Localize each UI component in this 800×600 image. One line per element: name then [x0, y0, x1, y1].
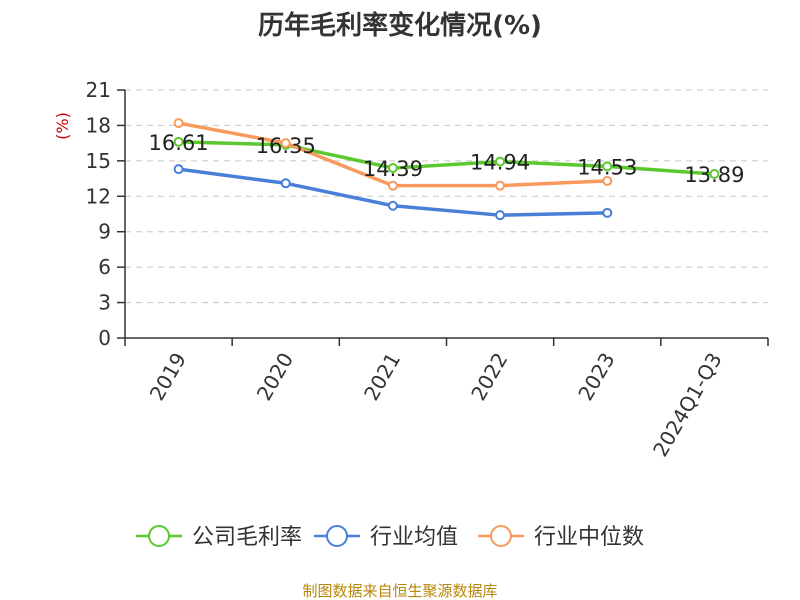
x-tick-label: 2021 [359, 349, 405, 405]
data-point [495, 210, 506, 221]
data-label: 14.94 [470, 151, 530, 175]
data-label: 16.61 [149, 131, 209, 155]
data-point [280, 138, 291, 149]
data-point [173, 118, 184, 129]
data-point [173, 136, 184, 147]
x-tick-label: 2019 [145, 349, 191, 405]
legend-marker [490, 525, 512, 547]
y-axis-unit-label: (%) [53, 112, 72, 140]
legend: 公司毛利率 行业均值 行业中位数 [136, 525, 644, 550]
gridlines [125, 89, 768, 304]
series-line [178, 140, 715, 176]
data-point [709, 168, 720, 179]
data-labels: 16.61 16.35 14.39 14.94 14.53 13.89 [149, 131, 745, 187]
data-point [173, 164, 184, 175]
data-point [387, 200, 398, 211]
y-tick-label: 18 [86, 113, 111, 137]
series-lines [173, 118, 720, 221]
legend-marker [326, 525, 348, 547]
y-tick-label: 15 [86, 149, 111, 173]
x-tick-label: 2020 [252, 349, 298, 405]
data-label: 14.53 [577, 155, 637, 179]
data-point [280, 178, 291, 189]
y-tick-label: 12 [86, 184, 111, 208]
data-label: 14.39 [363, 157, 423, 181]
y-tick-label: 3 [98, 291, 111, 315]
legend-label: 公司毛利率 [192, 525, 302, 550]
x-tick-label: 2022 [466, 349, 512, 405]
data-point [387, 163, 398, 174]
legend-label: 行业均值 [370, 525, 458, 550]
chart-title: 历年毛利率变化情况(%) [258, 10, 542, 41]
x-tick-label: 2024Q1-Q3 [648, 349, 727, 461]
data-point [602, 175, 613, 186]
data-point [495, 156, 506, 167]
data-point [602, 207, 613, 218]
source-note: 制图数据来自恒生聚源数据库 [302, 582, 497, 600]
y-tick-label: 6 [98, 255, 111, 279]
data-point [495, 180, 506, 191]
legend-marker [148, 525, 170, 547]
x-tick-label: 2023 [573, 349, 619, 405]
data-label: 16.35 [256, 134, 316, 158]
y-tick-label: 9 [98, 220, 111, 244]
data-label: 13.89 [684, 163, 744, 187]
legend-label: 行业中位数 [534, 525, 644, 550]
data-point [602, 161, 613, 172]
y-tick-label: 21 [86, 78, 111, 102]
data-point [387, 180, 398, 191]
y-tick-label: 0 [98, 326, 111, 350]
